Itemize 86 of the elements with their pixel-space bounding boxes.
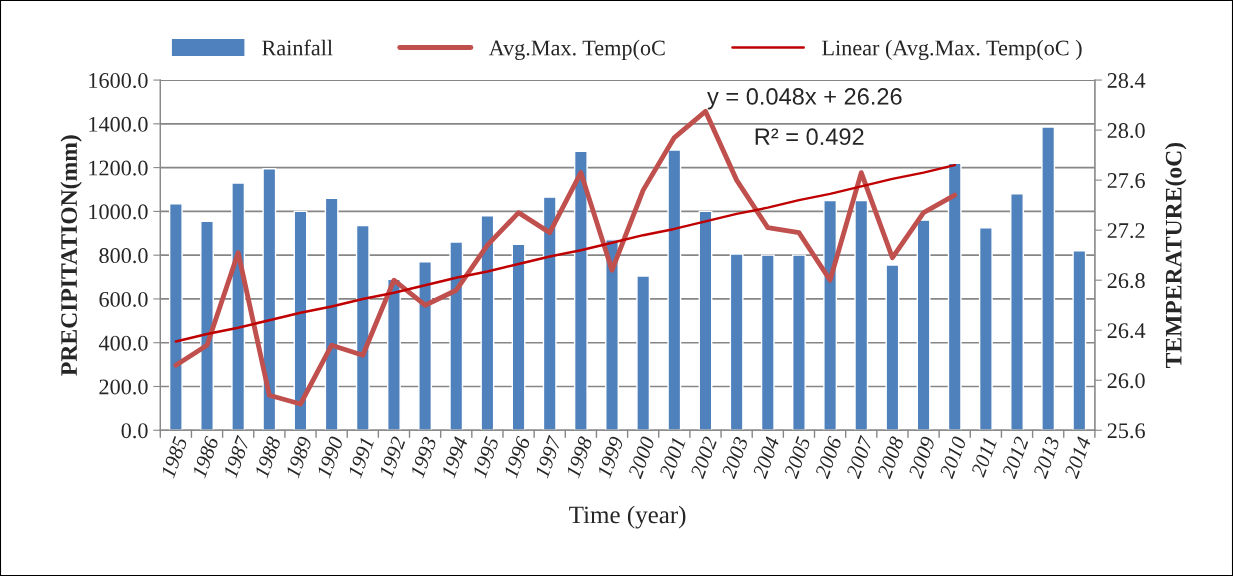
bar <box>1041 126 1056 431</box>
bar <box>1010 193 1024 431</box>
bar <box>760 254 775 431</box>
x-tick-label: 1994 <box>441 435 469 479</box>
bar <box>978 227 993 431</box>
bar <box>418 261 433 431</box>
x-tick-label: 1999 <box>596 435 624 479</box>
x-tick-label: 1988 <box>254 435 282 479</box>
y-tick-label: 0.0 <box>121 423 148 439</box>
y2-tick-label: 27.2 <box>1107 223 1145 239</box>
bar <box>854 199 869 431</box>
annotation: y = 0.048x + 26.26 <box>707 88 902 110</box>
y-tick-label: 1000.0 <box>89 204 148 220</box>
y-tick-label: 1400.0 <box>89 116 148 132</box>
bar <box>698 210 713 431</box>
x-tick-label: 2010 <box>939 435 967 480</box>
x-tick-label: 1989 <box>285 435 313 479</box>
x-tick-label: 2012 <box>1001 435 1029 480</box>
x-tick-label: 1986 <box>191 435 220 479</box>
legend-label: Avg.Max. Temp(oC <box>488 39 665 61</box>
y2-tick-label: 28.4 <box>1107 73 1146 89</box>
y-axis-title: PRECIPITATION(mm) <box>60 135 82 376</box>
x-tick-label: 2001 <box>658 437 686 480</box>
x-tick-label: 1987 <box>222 434 251 479</box>
bar <box>480 215 495 431</box>
bar <box>729 253 744 431</box>
x-tick-label: 2013 <box>1032 436 1060 480</box>
y-tick-label: 800.0 <box>99 248 148 264</box>
x-tick-label: 1991 <box>347 437 375 479</box>
bar <box>667 149 682 431</box>
bar <box>231 182 246 431</box>
y-tick-label: 200.0 <box>99 379 148 395</box>
x-tick-label: 2006 <box>814 435 843 480</box>
x-tick-label: 2011 <box>970 437 997 478</box>
line-series <box>174 163 956 343</box>
y2-tick-label: 26.4 <box>1107 323 1146 339</box>
x-tick-label: 2009 <box>908 435 936 480</box>
bar <box>449 241 464 431</box>
bar <box>605 239 619 431</box>
y2-tick-label: 28.0 <box>1107 123 1145 139</box>
x-tick-label: 2005 <box>783 435 811 480</box>
y-tick-label: 1200.0 <box>89 160 148 176</box>
x-tick-label: 2000 <box>627 435 656 480</box>
bar <box>355 224 370 431</box>
x-tick-label: 1992 <box>378 435 406 479</box>
x-tick-label: 2002 <box>690 435 718 480</box>
bar <box>792 254 806 431</box>
bar <box>262 168 277 431</box>
x-tick-label: 1985 <box>160 435 188 479</box>
y2-axis-title: TEMPERATURE(oC) <box>1165 142 1187 369</box>
x-tick-label: 1996 <box>503 435 531 479</box>
bar <box>916 219 931 431</box>
x-axis-title: Time (year) <box>569 505 686 529</box>
bar <box>168 203 183 431</box>
x-tick-label: 2008 <box>876 435 905 480</box>
y2-tick-label: 27.6 <box>1107 173 1145 189</box>
y2-tick-label: 26.0 <box>1107 373 1145 389</box>
y-tick-label: 1600.0 <box>89 73 148 89</box>
legend-label: Rainfall <box>262 39 333 56</box>
x-tick-label: 1998 <box>565 435 593 479</box>
y2-tick-label: 25.6 <box>1107 423 1145 439</box>
bar <box>200 220 214 431</box>
x-tick-label: 1990 <box>316 435 344 479</box>
bar <box>947 162 962 431</box>
bar <box>1072 250 1087 431</box>
x-tick-label: 1997 <box>534 434 562 479</box>
x-tick-label: 1995 <box>472 435 500 479</box>
bar <box>387 278 401 431</box>
bar <box>885 264 900 431</box>
bar <box>636 275 651 431</box>
y-tick-label: 600.0 <box>99 291 148 307</box>
bar <box>573 150 588 431</box>
x-tick-label: 2004 <box>752 435 780 480</box>
bar <box>511 243 526 431</box>
line-series <box>173 108 958 407</box>
x-tick-label: 2007 <box>845 434 874 480</box>
x-tick-label: 2014 <box>1063 435 1092 480</box>
legend-label: Linear (Avg.Max. Temp(oC ) <box>822 39 1082 61</box>
x-tick-label: 1993 <box>409 436 437 479</box>
x-tick-label: 2003 <box>721 436 749 480</box>
bar <box>542 196 557 431</box>
bar <box>823 199 838 431</box>
annotation: R² = 0.492 <box>755 128 864 146</box>
y2-tick-label: 26.8 <box>1107 273 1145 289</box>
y-tick-label: 400.0 <box>98 335 148 351</box>
bar <box>324 197 339 431</box>
